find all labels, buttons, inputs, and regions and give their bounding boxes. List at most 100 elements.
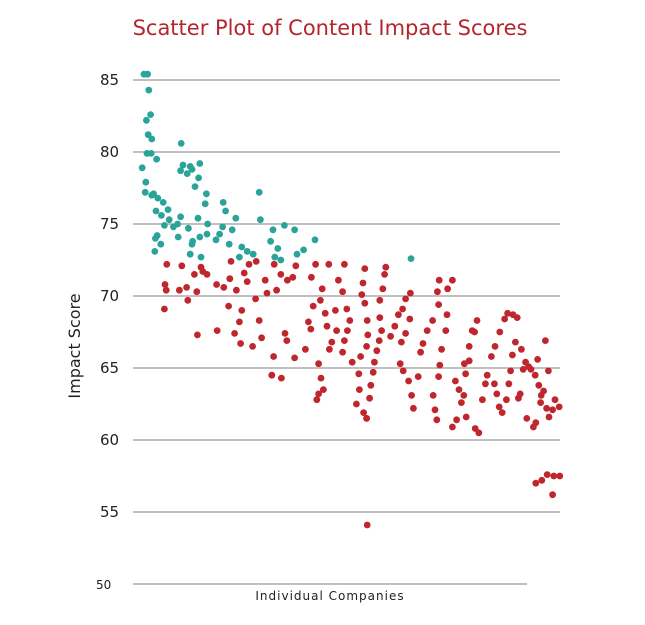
red-data-point: [373, 347, 381, 355]
red-data-point: [452, 377, 459, 385]
teal-data-point: [177, 213, 185, 221]
red-data-point: [289, 273, 297, 281]
teal-data-point: [151, 248, 159, 255]
red-data-point: [509, 351, 516, 359]
red-data-point: [203, 271, 211, 278]
red-data-point: [381, 271, 388, 278]
y-tick-label: 80: [100, 143, 119, 161]
red-data-point: [243, 278, 251, 285]
teal-data-point: [219, 199, 227, 206]
red-data-point: [183, 284, 191, 291]
red-data-point: [488, 353, 495, 360]
data-points: [138, 70, 564, 529]
teal-data-point: [144, 70, 152, 78]
red-data-point: [361, 265, 369, 272]
red-data-point: [429, 392, 437, 399]
red-data-point: [483, 371, 491, 379]
teal-data-point: [238, 243, 246, 251]
red-data-point: [458, 399, 465, 406]
red-data-point: [532, 479, 540, 487]
teal-data-point: [148, 135, 156, 143]
red-data-point: [527, 366, 535, 373]
teal-data-point: [203, 230, 211, 238]
red-data-point: [281, 330, 289, 337]
red-data-point: [339, 348, 346, 356]
red-data-point: [343, 305, 351, 313]
red-data-point: [263, 289, 271, 297]
red-data-point: [358, 291, 366, 298]
red-data-point: [307, 325, 315, 333]
teal-data-point: [274, 245, 282, 252]
teal-data-point: [170, 223, 177, 231]
red-data-point: [435, 373, 442, 380]
red-data-point: [236, 318, 243, 326]
red-data-point: [408, 392, 415, 399]
red-data-point: [320, 386, 327, 393]
red-data-point: [473, 317, 481, 324]
red-data-point: [363, 317, 371, 324]
teal-data-point: [236, 253, 243, 261]
red-data-point: [227, 258, 235, 265]
red-data-point: [501, 315, 508, 323]
chart-title: Scatter Plot of Content Impact Scores: [133, 16, 528, 40]
red-data-point: [291, 354, 298, 362]
red-data-point: [449, 276, 456, 284]
red-data-point: [482, 380, 489, 388]
red-data-point: [341, 337, 348, 344]
teal-data-point: [174, 233, 182, 241]
red-data-point: [375, 337, 383, 344]
teal-data-point: [201, 200, 209, 208]
red-data-point: [355, 370, 363, 378]
red-data-point: [479, 396, 486, 404]
red-data-point: [378, 327, 385, 334]
teal-data-point: [153, 155, 161, 163]
red-data-point: [255, 317, 263, 324]
red-data-point: [507, 367, 514, 375]
teal-data-point: [311, 236, 319, 244]
red-data-point: [496, 328, 504, 336]
red-data-point: [176, 286, 183, 294]
red-data-point: [379, 285, 387, 293]
red-data-point: [344, 327, 351, 334]
red-data-point: [402, 330, 409, 337]
red-data-point: [363, 415, 370, 422]
teal-data-point: [183, 170, 191, 178]
red-data-point: [399, 367, 407, 375]
y-tick-label: 85: [100, 71, 119, 89]
red-data-point: [455, 386, 463, 393]
red-data-point: [519, 366, 527, 373]
teal-data-point: [147, 111, 155, 118]
red-data-point: [268, 371, 276, 379]
red-data-point: [518, 345, 525, 353]
red-data-point: [369, 368, 377, 376]
red-data-point: [423, 327, 431, 334]
teal-data-point: [152, 207, 160, 215]
red-data-point: [513, 314, 521, 321]
red-data-point: [434, 288, 441, 296]
teal-data-point: [203, 190, 210, 198]
red-data-point: [213, 327, 221, 334]
red-data-point: [333, 327, 340, 334]
teal-data-point: [194, 214, 202, 222]
red-data-point: [318, 285, 326, 293]
red-data-point: [367, 381, 375, 389]
red-data-point: [462, 413, 470, 421]
red-data-point: [162, 286, 170, 294]
red-data-point: [433, 416, 441, 424]
red-data-point: [321, 309, 329, 317]
red-data-point: [407, 289, 414, 297]
red-data-point: [475, 429, 483, 437]
red-data-point: [402, 295, 409, 303]
teal-data-point: [271, 253, 279, 261]
red-data-point: [178, 262, 186, 270]
red-data-point: [348, 358, 356, 366]
teal-data-point: [249, 250, 257, 258]
teal-data-point: [255, 188, 263, 196]
red-data-point: [315, 360, 322, 368]
red-data-point: [504, 309, 511, 317]
red-data-point: [417, 348, 424, 356]
red-data-point: [346, 317, 354, 324]
teal-data-point: [141, 188, 149, 196]
red-data-point: [543, 404, 550, 412]
red-data-point: [315, 390, 322, 398]
